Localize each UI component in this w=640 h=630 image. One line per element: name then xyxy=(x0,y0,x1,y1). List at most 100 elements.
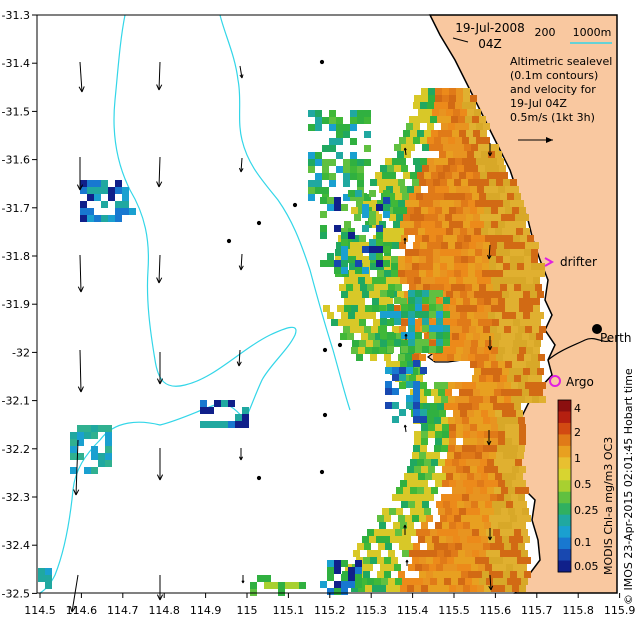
chl-pixel xyxy=(462,326,469,333)
chl-pixel xyxy=(122,187,129,194)
chl-pixel xyxy=(507,550,514,557)
chl-pixel xyxy=(380,332,387,339)
chl-pixel xyxy=(444,578,451,585)
chl-pixel xyxy=(355,581,362,588)
colorbar-cell xyxy=(558,526,571,539)
chl-pixel xyxy=(477,298,484,305)
chl-pixel xyxy=(443,144,450,151)
chl-pixel xyxy=(98,460,105,467)
chl-pixel xyxy=(532,396,539,403)
chl-pixel xyxy=(442,221,449,228)
chl-pixel xyxy=(456,88,463,95)
chl-pixel xyxy=(417,130,424,137)
chl-pixel xyxy=(510,263,517,270)
chl-pixel xyxy=(413,326,420,333)
chl-pixel xyxy=(428,95,435,102)
chl-pixel xyxy=(394,297,401,304)
chl-pixel xyxy=(409,193,416,200)
chl-pixel xyxy=(497,417,504,424)
chl-pixel xyxy=(444,403,451,410)
chl-pixel xyxy=(386,186,393,193)
chl-pixel xyxy=(45,582,52,589)
chl-pixel xyxy=(417,389,424,396)
chl-pixel xyxy=(122,201,129,208)
chl-pixel xyxy=(448,445,455,452)
chl-pixel xyxy=(421,207,428,214)
chl-pixel xyxy=(426,263,433,270)
chl-pixel xyxy=(77,453,84,460)
chl-pixel xyxy=(539,382,546,389)
chl-pixel xyxy=(456,522,463,529)
chl-pixel xyxy=(429,346,436,353)
chl-pixel xyxy=(454,263,461,270)
colorbar-tick-label: 4 xyxy=(574,402,581,415)
chl-pixel xyxy=(501,459,508,466)
chl-pixel xyxy=(515,333,522,340)
chl-pixel xyxy=(401,165,408,172)
x-tick-label: 114.8 xyxy=(148,604,180,617)
chl-pixel xyxy=(355,567,362,574)
chl-pixel xyxy=(384,515,391,522)
chl-pixel xyxy=(426,515,433,522)
chl-pixel xyxy=(315,180,322,187)
chl-pixel xyxy=(454,256,461,263)
chl-pixel xyxy=(439,109,446,116)
chl-pixel xyxy=(496,200,503,207)
chl-pixel xyxy=(512,424,519,431)
chl-pixel xyxy=(536,389,543,396)
chl-pixel xyxy=(476,396,483,403)
chl-pixel xyxy=(407,361,414,368)
chl-pixel xyxy=(416,529,423,536)
chl-pixel xyxy=(506,319,513,326)
chl-pixel xyxy=(515,487,522,494)
legend-note: Altimetric sealevel (0.1m contours) and … xyxy=(510,55,612,143)
chl-pixel xyxy=(353,550,360,557)
chl-pixel xyxy=(447,354,454,361)
chl-pixel xyxy=(456,431,463,438)
chl-pixel xyxy=(490,445,497,452)
chl-pixel xyxy=(363,256,370,263)
chl-pixel xyxy=(413,158,420,165)
chl-pixel xyxy=(469,382,476,389)
x-tick-label: 115.7 xyxy=(521,604,553,617)
chl-pixel xyxy=(440,571,447,578)
chl-pixel xyxy=(414,585,421,592)
chl-pixel xyxy=(376,536,383,543)
velocity-dot xyxy=(319,469,325,475)
chl-pixel xyxy=(115,201,122,208)
chl-pixel xyxy=(350,173,357,180)
chl-pixel xyxy=(505,585,512,592)
chl-pixel xyxy=(422,339,429,346)
chl-pixel xyxy=(499,340,506,347)
chl-pixel xyxy=(411,473,418,480)
chl-pixel xyxy=(533,347,540,354)
chl-pixel xyxy=(355,190,362,197)
chl-pixel xyxy=(445,389,452,396)
chl-pixel xyxy=(221,421,228,428)
chl-pixel xyxy=(387,290,394,297)
chl-pixel xyxy=(94,215,101,222)
chl-pixel xyxy=(471,165,478,172)
chl-pixel xyxy=(350,242,357,249)
colorbar-cell xyxy=(558,514,571,527)
chl-pixel xyxy=(507,375,514,382)
chl-pixel xyxy=(408,297,415,304)
chl-pixel xyxy=(396,214,403,221)
chl-pixel xyxy=(456,207,463,214)
chl-pixel xyxy=(418,473,425,480)
chl-pixel xyxy=(372,298,379,305)
chl-pixel xyxy=(399,326,406,333)
velocity-arrows xyxy=(69,59,494,613)
chl-pixel xyxy=(463,480,470,487)
chl-pixel xyxy=(456,585,463,592)
chl-pixel xyxy=(488,291,495,298)
colorbar-cell xyxy=(558,411,571,424)
chl-pixel xyxy=(448,382,455,389)
chl-pixel xyxy=(502,312,509,319)
chl-pixel xyxy=(335,256,342,263)
chl-pixel xyxy=(388,529,395,536)
chl-pixel xyxy=(315,173,322,180)
chl-pixel xyxy=(359,340,366,347)
chl-pixel xyxy=(419,571,426,578)
chl-pixel xyxy=(442,431,449,438)
